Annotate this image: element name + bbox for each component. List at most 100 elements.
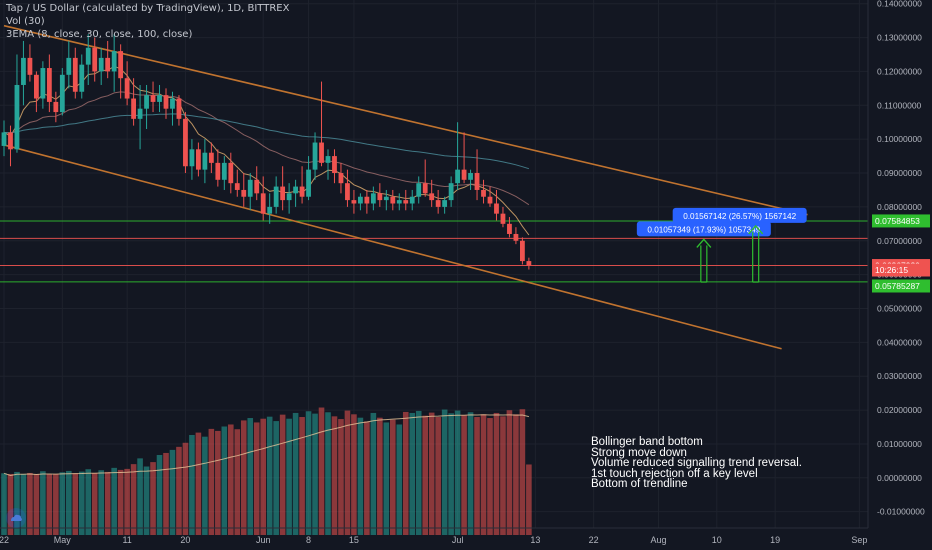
candle-body (273, 186, 279, 207)
volume-bar (150, 462, 156, 535)
volume-bar (91, 472, 98, 535)
price-axis-label: 0.10000000 (877, 134, 922, 144)
candle-body (474, 173, 480, 190)
volume-bar (377, 417, 383, 535)
volume-bar (396, 424, 403, 535)
volume-bar (493, 412, 500, 535)
volume-bar (104, 471, 111, 535)
price-axis-label: 0.00000000 (877, 473, 922, 483)
time-axis-label: 8 (306, 535, 311, 545)
time-axis-label: 19 (770, 535, 780, 545)
tradingview-logo-icon[interactable] (6, 508, 26, 528)
volume-bars (1, 407, 532, 535)
volume-indicator-label[interactable]: Vol (30) (6, 16, 45, 27)
candle-body (267, 206, 273, 214)
volume-bar (441, 409, 448, 535)
candle-body (85, 47, 91, 65)
volume-bar (66, 470, 72, 535)
candle-body (1, 132, 7, 146)
volume-bar (53, 473, 59, 535)
volume-bar (221, 426, 228, 535)
trendline (3, 144, 782, 350)
note-line: 1st touch rejection off a key level (591, 467, 758, 480)
candle-body (403, 200, 409, 204)
volume-bar (253, 422, 260, 535)
candle-body (111, 51, 117, 72)
price-badge-box (872, 279, 930, 293)
volume-bar (156, 454, 163, 535)
volume-bar (428, 412, 435, 535)
candle-body (79, 64, 85, 92)
candle-body (526, 261, 532, 266)
volume-bar (169, 449, 176, 535)
candle-body (46, 68, 52, 102)
candle-body (150, 95, 156, 102)
volume-bar (14, 471, 20, 535)
time-axis-label: 11 (122, 535, 131, 545)
candle-body (260, 193, 266, 214)
measure-callout[interactable]: 0.01567142 (26.57%) 1567142 (672, 207, 807, 223)
candle-body (448, 183, 454, 201)
volume-bar (286, 418, 292, 535)
volume-bar (247, 418, 254, 535)
candle-body (163, 95, 169, 109)
volume-ma-line (3, 414, 530, 477)
volume-bar (215, 430, 221, 535)
candle-body (416, 183, 422, 197)
measure-callout[interactable]: 0.01057349 (17.93%) 1057349 (636, 221, 771, 237)
candle-body (234, 183, 240, 190)
volume-bar (519, 409, 526, 535)
volume-bar (40, 471, 46, 535)
candle-body (455, 169, 460, 184)
candle-body (306, 169, 311, 197)
volume-bar (20, 473, 27, 535)
time-axis-label: Jun (256, 535, 271, 545)
candle-body (144, 95, 149, 109)
volume-bar (72, 473, 79, 535)
price-badge-box (872, 214, 930, 228)
ema-indicator-label[interactable]: 3EMA (8, close, 30, close, 100, close) (6, 29, 193, 40)
candle-body (27, 57, 33, 75)
candle-body (92, 47, 98, 72)
candle-body (293, 186, 298, 194)
volume-bar (364, 421, 370, 535)
price-axis-label: 0.03000000 (877, 371, 922, 381)
symbol-title[interactable]: Tap / US Dollar (calculated by TradingVi… (6, 3, 290, 14)
volume-bar (59, 472, 66, 535)
time-axis-label: 20 (180, 535, 190, 545)
candle-body (21, 57, 26, 85)
time-axis-label: Aug (650, 535, 666, 545)
candle-body (481, 189, 486, 197)
price-axis-label: 0.04000000 (877, 337, 922, 347)
candle-body (53, 101, 59, 113)
time-axis-label: 22 (0, 535, 9, 545)
volume-bar (176, 446, 182, 535)
note-line: Strong move down (591, 446, 687, 459)
candle-body (66, 57, 72, 75)
measure-callout-label: 0.01057349 (17.93%) 1057349 (647, 225, 760, 234)
candle-body (429, 193, 435, 201)
candle-body (396, 200, 402, 204)
volume-bar (422, 415, 428, 535)
volume-bar (312, 413, 318, 535)
candle-body (468, 173, 473, 180)
volume-bar (279, 414, 286, 535)
candle-body (422, 183, 428, 194)
price-badge: 10:26:15 (872, 263, 930, 277)
candle-body (34, 74, 39, 99)
analysis-note[interactable]: Bollinger band bottom Strong move down V… (591, 436, 802, 490)
volume-bar (27, 472, 33, 535)
volume-bar (370, 412, 377, 535)
candle-body (241, 189, 247, 197)
candle-body (157, 95, 162, 102)
volume-bar (357, 417, 364, 535)
price-axis-label: 0.02000000 (877, 405, 922, 415)
volume-bar (409, 412, 416, 535)
measure-callout-box (672, 207, 807, 223)
measure-callout-box (636, 221, 771, 237)
candle-body (442, 200, 448, 207)
candle-body (409, 196, 415, 204)
volume-bar (415, 410, 422, 535)
